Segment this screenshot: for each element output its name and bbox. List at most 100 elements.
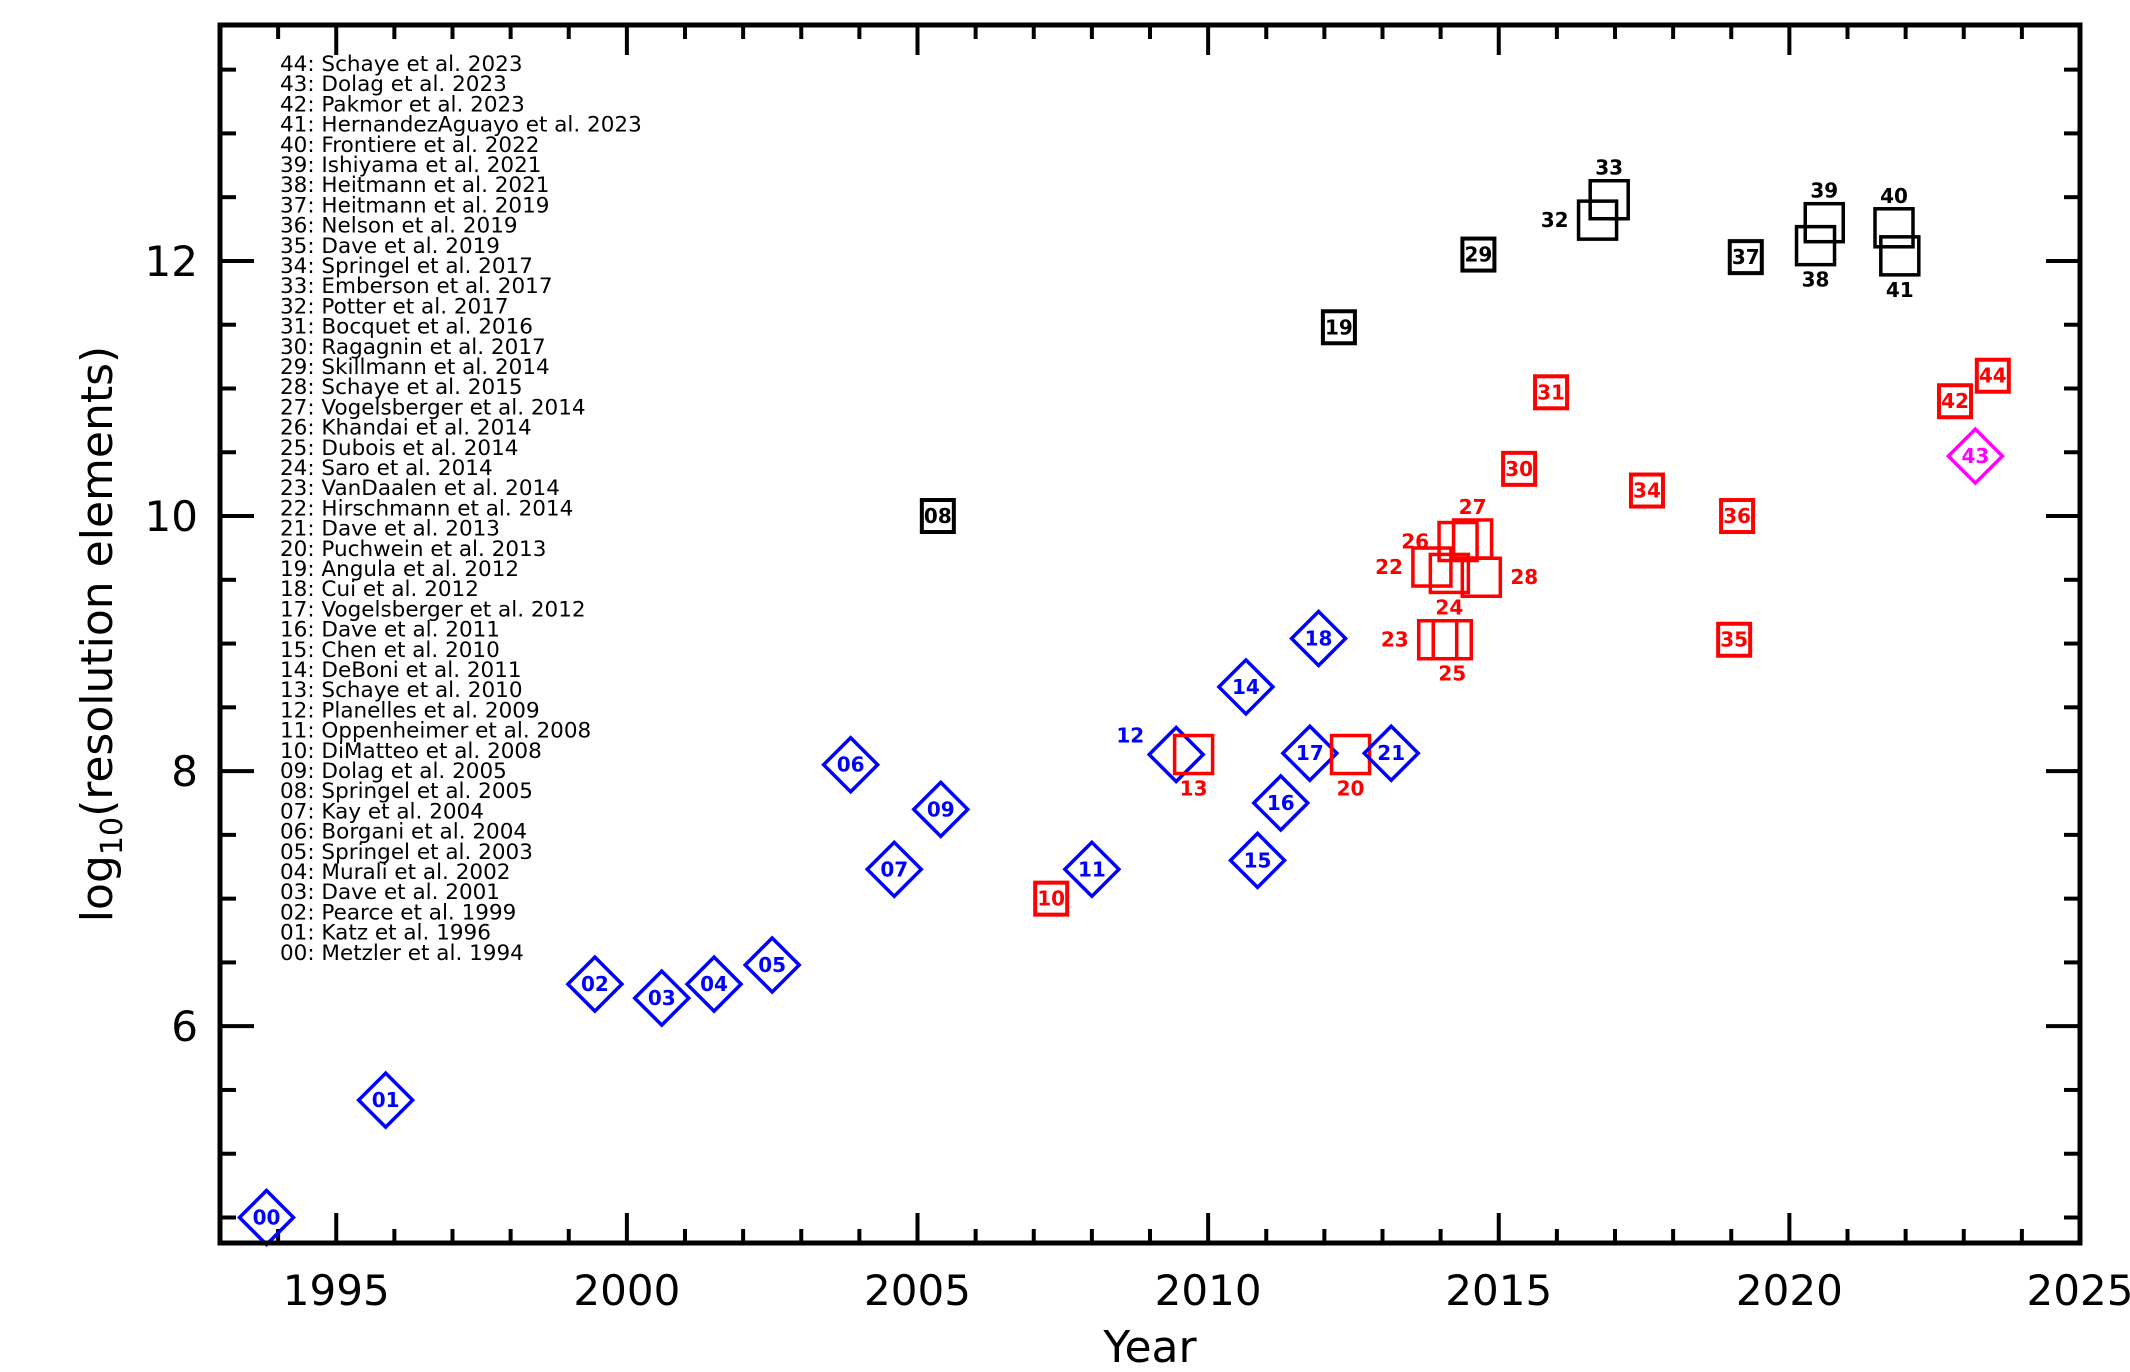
data-point-07: 07 xyxy=(864,839,924,899)
point-label: 41 xyxy=(1886,278,1914,302)
square-marker xyxy=(1727,239,1764,276)
point-label: 38 xyxy=(1802,268,1830,292)
square-marker xyxy=(1588,178,1630,221)
square-marker xyxy=(1879,235,1921,277)
point-label: 30 xyxy=(1505,457,1533,481)
diamond-marker xyxy=(821,735,881,795)
data-point-11: 11 xyxy=(1062,839,1122,899)
point-label: 02 xyxy=(581,972,609,996)
point-label: 11 xyxy=(1078,857,1106,881)
y-axis-label-prefix: log xyxy=(72,855,123,922)
data-point-02: 02 xyxy=(565,954,625,1014)
square-marker xyxy=(1428,552,1471,595)
square-marker xyxy=(1794,224,1837,267)
point-label: 42 xyxy=(1941,389,1969,413)
point-label: 36 xyxy=(1723,504,1751,528)
point-label: 31 xyxy=(1537,380,1565,404)
legend-entry: 42: Pakmor et al. 2023 xyxy=(280,92,525,117)
point-label: 07 xyxy=(880,857,908,881)
data-point-36: 36 xyxy=(1719,498,1756,535)
square-marker xyxy=(1416,618,1459,661)
diamond-marker xyxy=(1228,830,1288,890)
square-marker xyxy=(1460,556,1503,598)
data-point-21: 21 xyxy=(1361,723,1421,783)
point-label: 20 xyxy=(1337,777,1365,801)
legend-entry: 13: Schaye et al. 2010 xyxy=(280,678,523,703)
data-point-34: 34 xyxy=(1628,472,1665,509)
data-point-27: 27 xyxy=(1451,495,1494,560)
data-point-15: 15 xyxy=(1228,830,1288,890)
legend-entry: 11: Oppenheimer et al. 2008 xyxy=(280,719,591,744)
square-marker xyxy=(1873,207,1915,249)
point-label: 00 xyxy=(253,1205,281,1229)
y-tick-labels: 6 8 10 12 xyxy=(145,237,198,1051)
x-tick-label: 2025 xyxy=(2027,1266,2130,1315)
diamond-marker xyxy=(1945,426,2005,486)
legend-entry: 26: Khandai et al. 2014 xyxy=(280,416,532,441)
legend-entry: 34: Springel et al. 2017 xyxy=(280,254,533,279)
point-label: 17 xyxy=(1296,741,1324,765)
point-label: 06 xyxy=(837,753,865,777)
square-marker xyxy=(1803,201,1845,244)
y-axis-label-rest: (resolution elements) xyxy=(72,346,123,817)
data-point-13: 13 xyxy=(1172,733,1215,801)
x-tick-label: 1995 xyxy=(283,1266,390,1315)
square-marker xyxy=(1431,618,1473,661)
legend-entry: 10: DiMatteo et al. 2008 xyxy=(280,739,542,764)
legend-entry: 25: Dubois et al. 2014 xyxy=(280,436,518,461)
legend-entry: 12: Planelles et al. 2009 xyxy=(280,698,540,723)
diamond-marker xyxy=(565,954,625,1014)
data-point-25: 25 xyxy=(1431,618,1473,686)
data-point-43: 43 xyxy=(1945,426,2005,486)
point-label: 08 xyxy=(924,504,952,528)
point-label: 25 xyxy=(1438,662,1466,686)
point-label: 13 xyxy=(1180,777,1208,801)
point-label: 18 xyxy=(1305,626,1333,650)
diamond-marker xyxy=(1146,725,1206,784)
data-point-42: 42 xyxy=(1937,383,1974,420)
square-marker xyxy=(1719,498,1756,535)
legend-entry: 20: Puchwein et al. 2013 xyxy=(280,537,546,562)
point-label: 33 xyxy=(1595,156,1623,180)
data-point-09: 09 xyxy=(911,779,971,839)
data-point-01: 01 xyxy=(356,1070,416,1130)
data-point-38: 38 xyxy=(1794,224,1837,292)
point-label: 39 xyxy=(1810,179,1838,203)
y-tick-label: 12 xyxy=(145,237,198,286)
x-tick-label: 2015 xyxy=(1445,1266,1552,1315)
square-marker xyxy=(1460,236,1497,273)
legend-entry: 03: Dave et al. 2001 xyxy=(280,880,500,905)
data-point-10: 10 xyxy=(1033,880,1070,917)
square-marker xyxy=(1501,450,1538,487)
data-point-03: 03 xyxy=(632,968,692,1028)
legend-entry: 37: Heitmann et al. 2019 xyxy=(280,193,549,218)
point-label: 10 xyxy=(1037,887,1065,911)
y-axis-label: log10(resolution elements) xyxy=(72,346,130,922)
legend-entry: 06: Borgani et al. 2004 xyxy=(280,820,527,845)
square-marker xyxy=(1033,880,1070,917)
legend-entry: 44: Schaye et al. 2023 xyxy=(280,52,523,77)
x-tick-label: 2010 xyxy=(1155,1266,1262,1315)
data-point-18: 18 xyxy=(1289,608,1349,668)
x-tick-label: 2020 xyxy=(1736,1266,1843,1315)
diamond-marker xyxy=(1280,723,1340,783)
legend-entry: 05: Springel et al. 2003 xyxy=(280,840,533,865)
data-point-20: 20 xyxy=(1329,733,1372,801)
legend-entry: 32: Potter et al. 2017 xyxy=(280,294,509,319)
point-label: 43 xyxy=(1961,444,1989,468)
point-label: 09 xyxy=(927,797,955,821)
data-point-41: 41 xyxy=(1879,235,1921,302)
legend-entry: 28: Schaye et al. 2015 xyxy=(280,375,523,400)
point-label: 21 xyxy=(1377,741,1405,765)
y-tick-label: 8 xyxy=(171,747,198,796)
point-label: 16 xyxy=(1267,791,1295,815)
legend-entry: 15: Chen et al. 2010 xyxy=(280,638,500,663)
point-label: 32 xyxy=(1541,208,1569,232)
legend-entry: 02: Pearce et al. 1999 xyxy=(280,900,516,925)
y-axis-label-subscript: 10 xyxy=(95,817,130,855)
square-marker xyxy=(1172,733,1215,776)
point-label: 19 xyxy=(1325,315,1353,339)
legend-entry: 39: Ishiyama et al. 2021 xyxy=(280,153,541,178)
